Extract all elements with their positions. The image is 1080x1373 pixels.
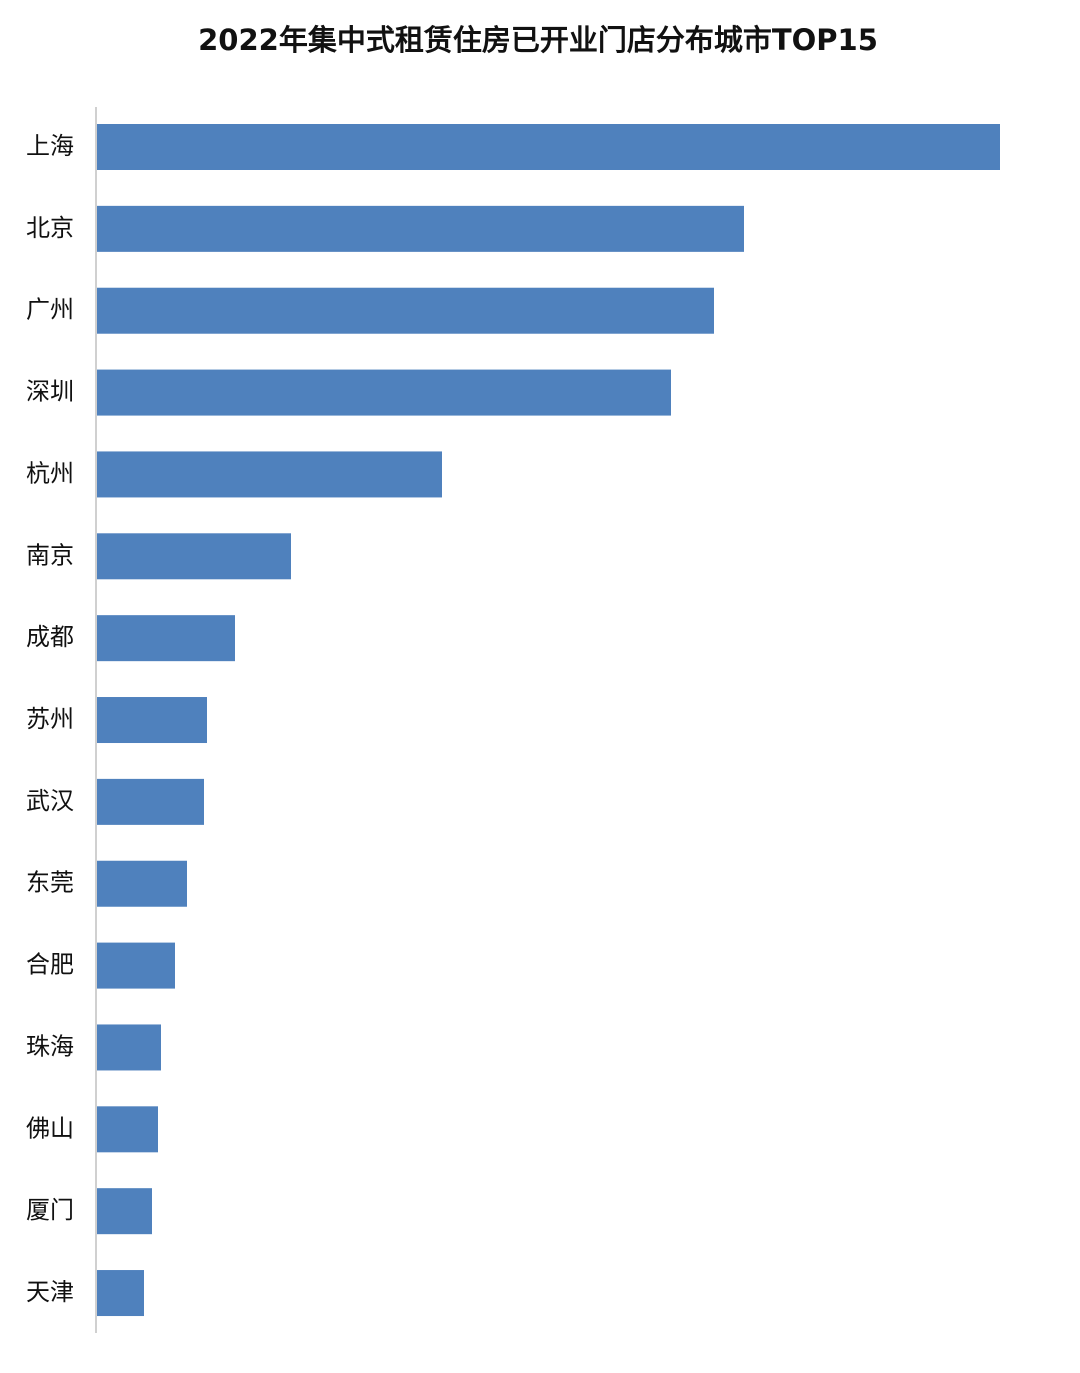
bar bbox=[97, 1270, 144, 1317]
bar bbox=[97, 615, 235, 662]
y-tick-label: 广州 bbox=[26, 296, 74, 324]
chart-title: 2022年集中式租赁住房已开业门店分布城市TOP15 bbox=[198, 23, 878, 57]
y-tick-label: 上海 bbox=[26, 132, 74, 160]
bar bbox=[97, 205, 744, 252]
y-tick-label: 佛山 bbox=[26, 1114, 74, 1142]
bar bbox=[97, 1024, 161, 1071]
bar bbox=[97, 778, 204, 825]
y-tick-label: 武汉 bbox=[26, 787, 74, 815]
y-tick-label: 苏州 bbox=[26, 705, 74, 733]
bar bbox=[97, 124, 1000, 170]
bar bbox=[97, 1106, 158, 1153]
bar bbox=[97, 533, 291, 580]
bar bbox=[97, 942, 175, 989]
y-tick-label: 北京 bbox=[26, 214, 74, 242]
y-tick-label: 厦门 bbox=[26, 1196, 74, 1224]
y-tick-label: 东莞 bbox=[26, 869, 74, 897]
y-tick-label: 杭州 bbox=[26, 459, 74, 487]
y-tick-label: 合肥 bbox=[26, 951, 74, 979]
bar bbox=[97, 860, 187, 907]
bar bbox=[97, 697, 207, 744]
bar bbox=[97, 369, 671, 416]
y-tick-label: 天津 bbox=[26, 1278, 74, 1306]
bar bbox=[97, 1188, 152, 1235]
bar bbox=[97, 451, 442, 498]
y-tick-label: 成都 bbox=[26, 623, 74, 651]
y-tick-label: 南京 bbox=[26, 541, 74, 569]
y-tick-label: 珠海 bbox=[26, 1032, 74, 1060]
y-tick-label: 深圳 bbox=[26, 378, 74, 406]
bar bbox=[97, 287, 714, 334]
